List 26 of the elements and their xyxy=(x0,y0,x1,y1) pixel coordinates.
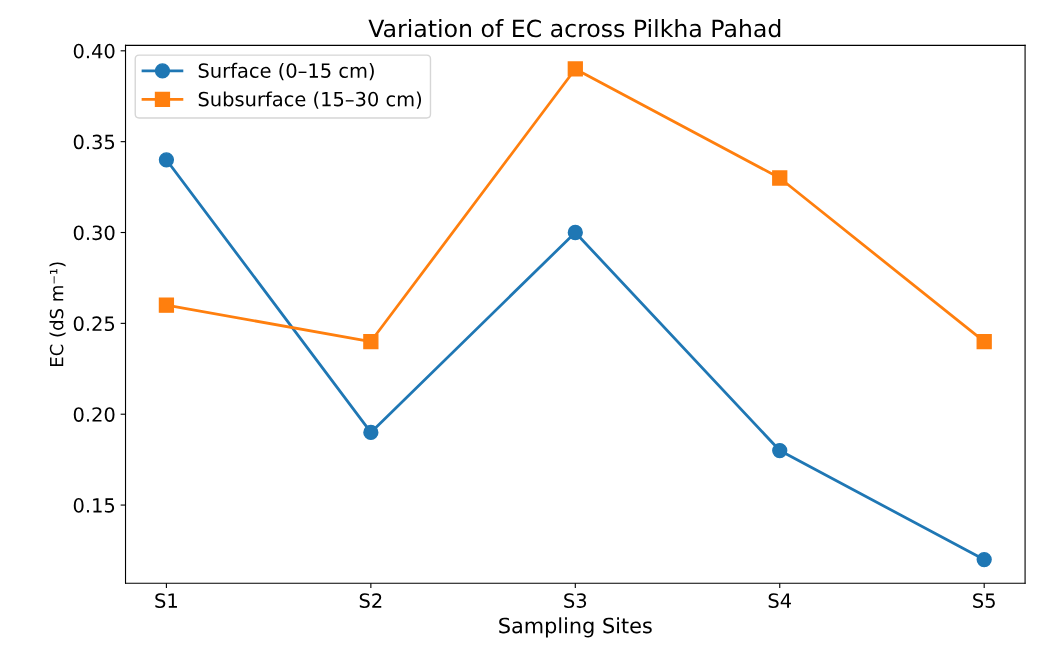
y-tick-label: 0.20 xyxy=(73,407,115,422)
y-tick-label: 0.40 xyxy=(73,43,115,59)
x-tick-label: S5 xyxy=(973,593,995,608)
x-axis-title: Sampling Sites xyxy=(499,617,652,638)
x-tick-label: S2 xyxy=(359,593,382,608)
legend-label: Subsurface (15–30 cm) xyxy=(198,91,422,109)
legend-label: Surface (0–15 cm) xyxy=(198,62,374,81)
point xyxy=(158,152,175,168)
point xyxy=(363,333,379,350)
y-tick-label: 0.15 xyxy=(73,498,115,513)
x-tick-label: S1 xyxy=(155,593,177,608)
point xyxy=(567,224,583,241)
y-tick-label: 0.35 xyxy=(73,134,115,150)
y-axis-title: EC (dS m⁻¹) xyxy=(49,262,66,366)
point xyxy=(567,61,583,77)
point xyxy=(772,442,788,459)
y-tick-label: 0.25 xyxy=(73,316,115,332)
point xyxy=(363,424,379,441)
point xyxy=(158,297,175,313)
y-tick-label: 0.30 xyxy=(73,225,115,241)
x-tick-label: S4 xyxy=(768,593,792,608)
point xyxy=(976,551,992,568)
point xyxy=(772,170,788,186)
chart-title: Variation of EC across Pilkha Pahad xyxy=(368,19,781,38)
point xyxy=(976,333,992,350)
x-tick-label: S3 xyxy=(564,593,587,608)
